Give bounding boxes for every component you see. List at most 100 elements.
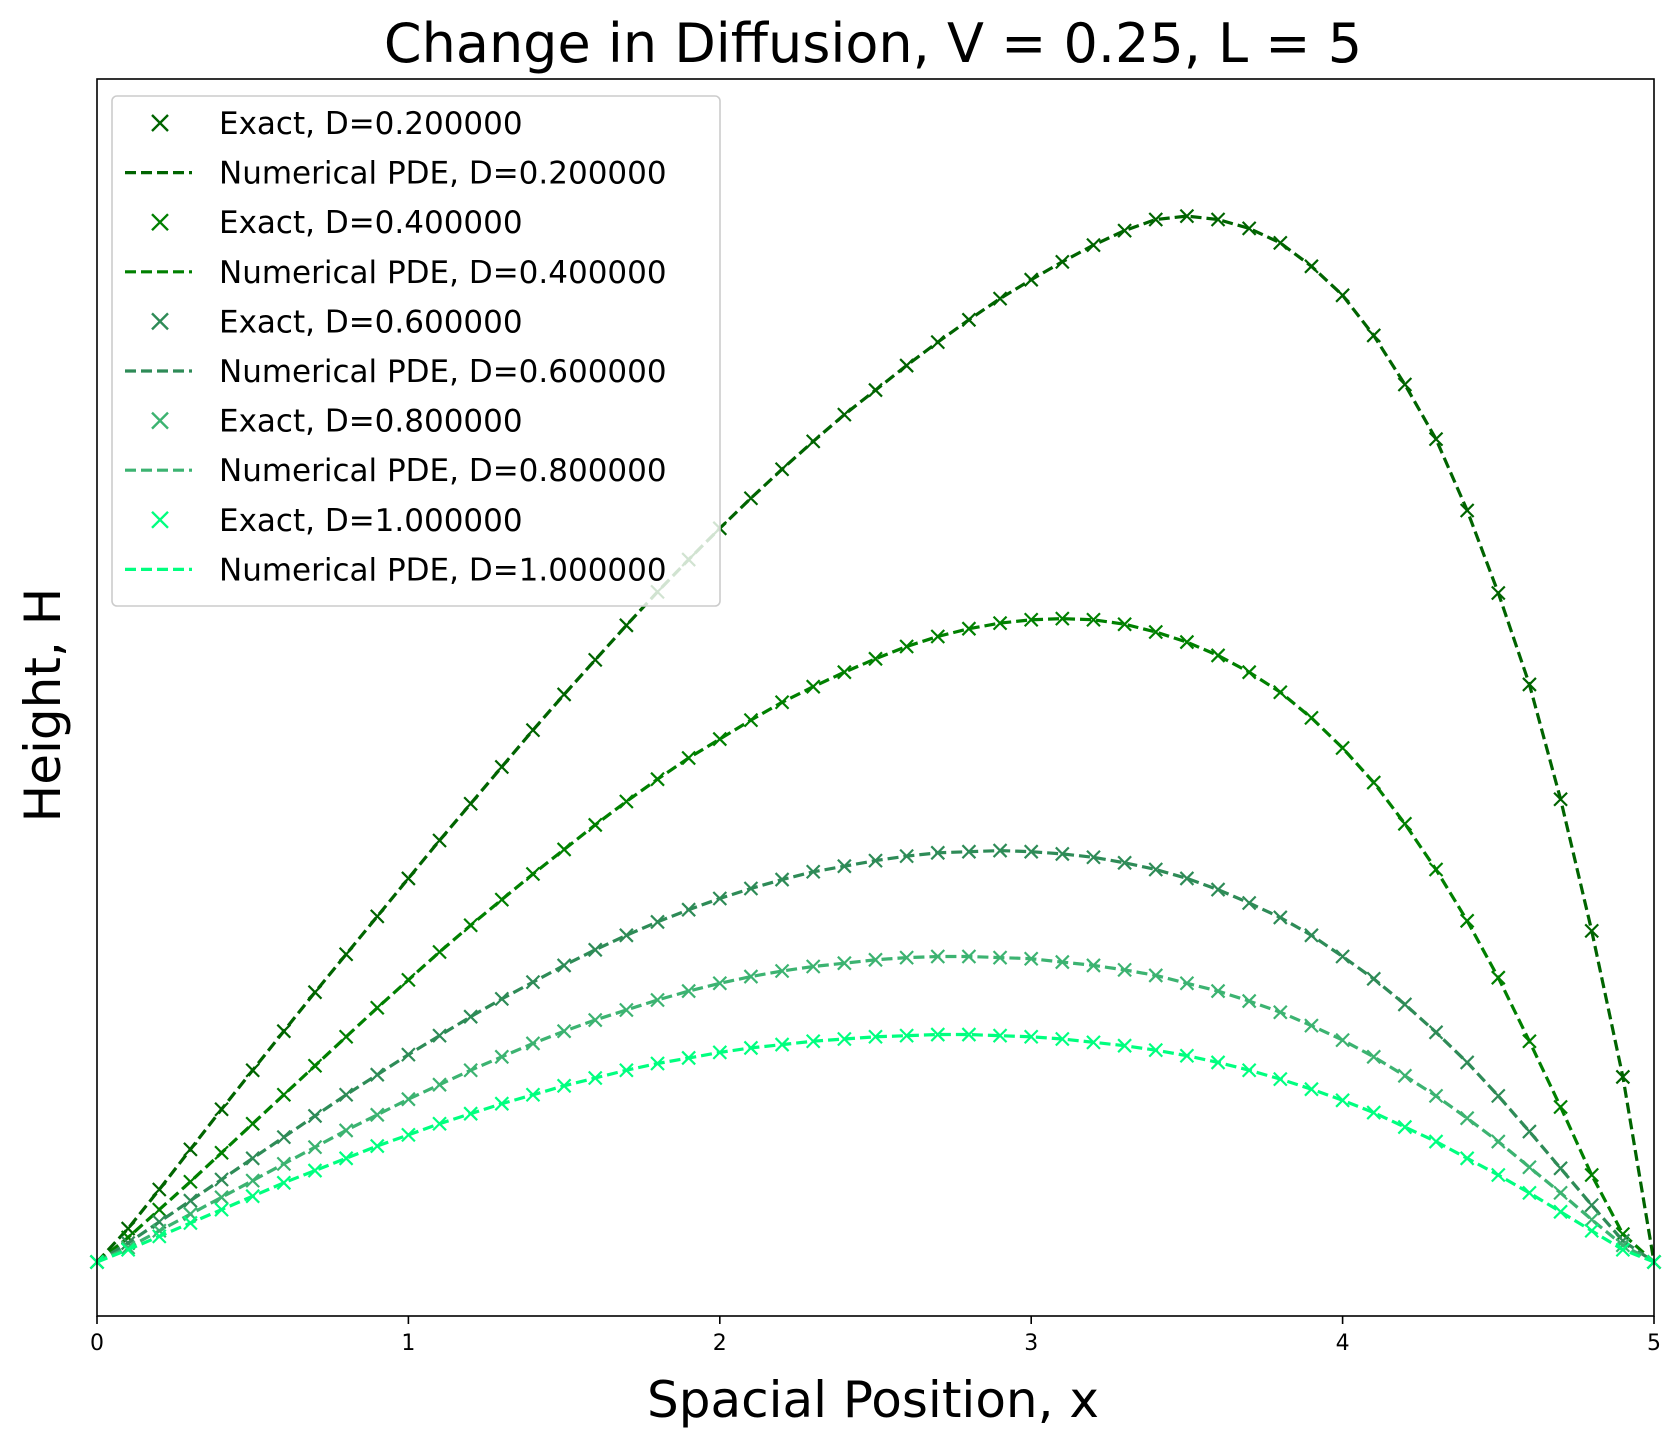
- legend-label: Numerical PDE, D=0.400000: [219, 255, 667, 291]
- exact-marker: [183, 1174, 198, 1189]
- exact-marker: [183, 1215, 198, 1231]
- exact-marker: [743, 881, 759, 896]
- exact-marker: [1086, 237, 1101, 253]
- exact-marker: [1055, 954, 1070, 970]
- exact-marker: [1148, 1042, 1164, 1058]
- legend-label: Numerical PDE, D=1.000000: [219, 552, 667, 588]
- exact-marker: [650, 992, 665, 1008]
- exact-marker: [1241, 1062, 1257, 1078]
- exact-marker: [245, 1062, 260, 1078]
- exact-marker: [1366, 328, 1382, 343]
- plot-frame: [96, 78, 1655, 1317]
- exact-marker: [1086, 849, 1101, 865]
- exact-marker: [432, 833, 447, 848]
- exact-marker: [712, 975, 728, 991]
- exact-marker: [1615, 1226, 1631, 1242]
- exact-marker: [837, 1031, 852, 1047]
- exact-marker: [214, 1202, 229, 1217]
- exact-marker: [930, 949, 946, 964]
- x-tick-label: 1: [401, 1331, 415, 1356]
- exact-marker: [587, 942, 603, 958]
- exact-marker: [1491, 1088, 1506, 1104]
- exact-marker: [650, 771, 665, 787]
- numerical-pde-line: [96, 1032, 1655, 1264]
- exact-marker: [1241, 664, 1257, 680]
- exact-marker: [1179, 871, 1195, 886]
- exact-marker: [1397, 816, 1413, 832]
- legend: Exact, D=0.200000 Numerical PDE, D=0.2000…: [111, 95, 721, 607]
- exact-marker: [307, 1108, 323, 1124]
- exact-marker: [525, 1087, 541, 1103]
- exact-marker: [805, 679, 821, 694]
- exact-marker: [961, 844, 977, 859]
- exact-marker: [1491, 1167, 1506, 1183]
- exact-marker: [805, 434, 821, 449]
- exact-marker: [1086, 958, 1101, 973]
- exact-marker: [338, 946, 354, 962]
- exact-marker: [432, 1028, 447, 1043]
- exact-marker: [961, 1027, 977, 1042]
- exact-marker: [152, 1229, 167, 1244]
- exact-marker: [1553, 1099, 1568, 1115]
- exact-marker: [743, 490, 759, 506]
- exact-marker: [556, 842, 572, 857]
- exact-marker: [1335, 1032, 1350, 1048]
- exact-marker: [214, 1172, 229, 1187]
- exact-marker: [712, 1045, 728, 1060]
- x-tick-label: 3: [1024, 1331, 1038, 1356]
- exact-marker: [1273, 684, 1288, 700]
- exact-marker: [401, 1047, 416, 1062]
- exact-marker: [1615, 1238, 1631, 1253]
- legend-box: [111, 95, 721, 607]
- exact-marker: [1522, 1159, 1537, 1175]
- exact-marker: [525, 974, 541, 990]
- exact-marker: [1428, 862, 1444, 877]
- exact-marker: [619, 928, 634, 943]
- exact-marker: [338, 1029, 354, 1045]
- exact-marker: [1086, 612, 1101, 628]
- exact-marker: [1428, 431, 1444, 447]
- exact-marker: [1366, 1105, 1382, 1120]
- exact-marker: [432, 944, 447, 960]
- exact-marker: [899, 950, 914, 965]
- exact-marker: [899, 848, 914, 864]
- exact-marker: [463, 1062, 478, 1078]
- legend-label: Exact, D=0.800000: [219, 404, 523, 440]
- exact-marker: [245, 1188, 260, 1204]
- exact-marker: [961, 312, 977, 328]
- exact-marker: [1148, 624, 1164, 640]
- exact-marker: [1023, 951, 1039, 966]
- exact-marker: [774, 963, 790, 979]
- exact-marker: [307, 1139, 323, 1155]
- exact-marker: [650, 914, 665, 930]
- exact-marker: [369, 909, 385, 924]
- exact-marker: [1615, 1069, 1631, 1085]
- exact-marker: [432, 1077, 447, 1092]
- exact-marker: [494, 1049, 510, 1065]
- exact-marker: [1210, 648, 1226, 663]
- exact-marker: [1522, 1185, 1537, 1201]
- exact-marker: [1086, 1035, 1101, 1050]
- exact-marker: [1553, 791, 1568, 807]
- exact-marker: [120, 1240, 136, 1255]
- exact-marker: [1459, 1055, 1475, 1070]
- exact-marker: [1023, 844, 1039, 859]
- exact-marker: [401, 1127, 416, 1143]
- exact-marker: [463, 796, 478, 812]
- exact-marker: [992, 1028, 1008, 1043]
- exact-marker: [494, 1096, 510, 1111]
- x-tick-label: 5: [1647, 1331, 1661, 1356]
- exact-marker: [1335, 1093, 1350, 1108]
- exact-marker: [1273, 1071, 1288, 1087]
- exact-marker: [1522, 1124, 1537, 1139]
- exact-marker: [525, 1036, 541, 1051]
- exact-marker: [868, 382, 883, 398]
- exact-marker: [1148, 212, 1164, 227]
- exact-marker: [1273, 235, 1288, 251]
- exact-marker: [1584, 1223, 1599, 1239]
- exact-marker: [1553, 1161, 1568, 1176]
- exact-marker: [1304, 1081, 1319, 1097]
- exact-marker: [743, 1040, 759, 1056]
- exact-marker: [1366, 775, 1382, 790]
- exact-marker: [1459, 1110, 1475, 1126]
